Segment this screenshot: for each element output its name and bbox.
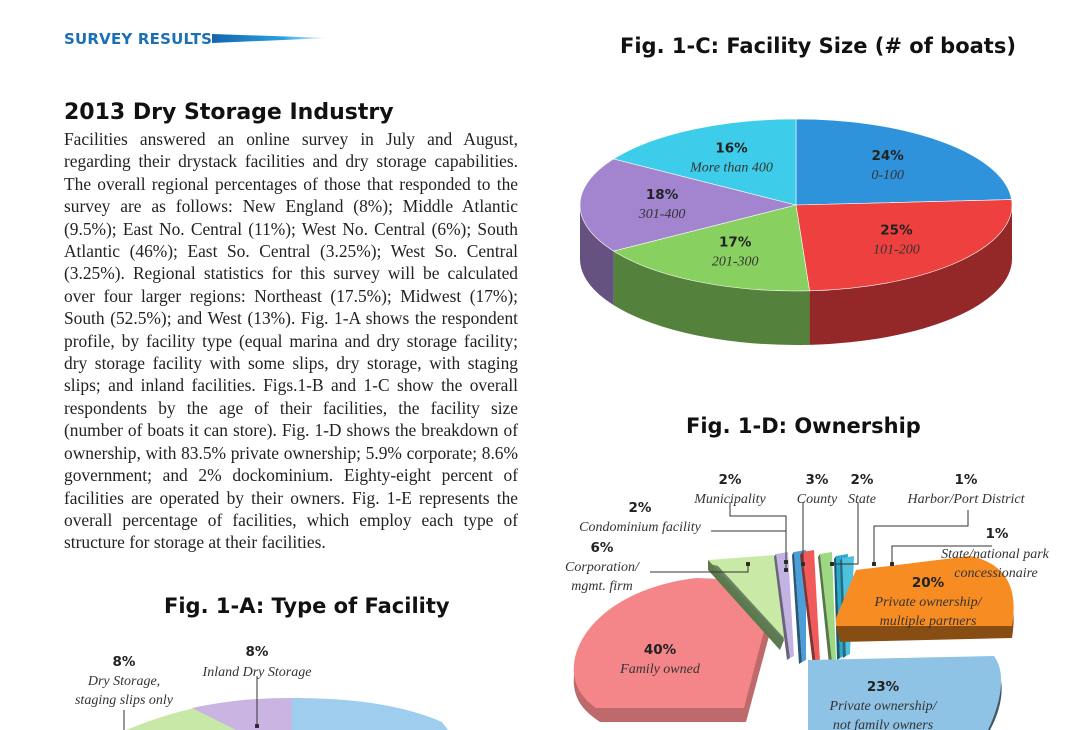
article-title: 2013 Dry Storage Industry bbox=[64, 100, 394, 125]
fig-1d-county-label: County bbox=[797, 492, 838, 507]
fig-1d-slice-condominium-facility bbox=[776, 552, 794, 658]
fig-1a-dry-storage-label-2: staging slips only bbox=[75, 693, 174, 708]
fig-1d-chart: 40% Family owned 23% Private ownership/not … bbox=[565, 472, 1050, 730]
fig-1c-201-300-pct: 17% bbox=[719, 235, 752, 251]
fig-1a-dry-storage-pct: 8% bbox=[113, 654, 136, 670]
fig-1d-slice-private-ownership-multiple-partners bbox=[836, 556, 1014, 626]
fig-1a-inland-dry-storage-label: Inland Dry Storage bbox=[202, 665, 312, 680]
fig-1c-301-400-pct: 18% bbox=[646, 187, 679, 203]
fig-1d-leader-line bbox=[650, 564, 749, 573]
fig-1c-more-than-400-label: More than 400 bbox=[689, 160, 773, 175]
fig-1d-leader-line bbox=[729, 502, 787, 562]
fig-1d-corporation-mgmt-firm-label-2: mgmt. firm bbox=[571, 579, 632, 594]
fig-1d-state-national-park-concessionaire-label-1: State/national park bbox=[941, 547, 1050, 562]
fig-1c-slice-0-100 bbox=[795, 118, 1012, 206]
fig-1a-dry-storage-label-1: Dry Storage, bbox=[87, 674, 160, 689]
fig-1d-state-label: State bbox=[848, 492, 876, 507]
fig-1d-leader-line bbox=[832, 502, 859, 565]
article-body: Facilities answered an online survey in … bbox=[64, 129, 518, 553]
fig-1c-301-400-label: 301-400 bbox=[638, 207, 686, 222]
fig-1c-0-100-pct: 24% bbox=[872, 148, 905, 164]
fig-1d-municipality-label: Municipality bbox=[693, 492, 766, 507]
fig-1d-leader-dot bbox=[801, 562, 805, 566]
fig-1d-slice-state bbox=[820, 552, 836, 662]
section-tag-bar bbox=[212, 34, 330, 43]
fig-1d-condominium-facility-pct: 2% bbox=[629, 500, 652, 516]
fig-1c-title: Fig. 1-C: Facility Size (# of boats) bbox=[620, 34, 1016, 58]
fig-1d-slice-family-owned bbox=[573, 578, 772, 708]
fig-1d-state-national-park-concessionaire-pct: 1% bbox=[986, 526, 1009, 542]
fig-1d-private-ownership-multiple-partners-label-1: Private ownership/ bbox=[874, 595, 983, 610]
fig-1d-state-pct: 2% bbox=[851, 472, 874, 488]
fig-1c-101-200-pct: 25% bbox=[880, 222, 913, 238]
fig-1a-chart: 8% Dry Storage, staging slips only 8% Inland… bbox=[75, 644, 448, 730]
fig-1d-slice-private-ownership-not-family-owners bbox=[808, 656, 1002, 730]
fig-1d-harbor-port-district-pct: 1% bbox=[955, 472, 978, 488]
fig-1c-slice-201-300 bbox=[612, 204, 810, 292]
section-tag: SURVEY RESULTS bbox=[64, 30, 213, 48]
fig-1c-0-100-label: 0-100 bbox=[871, 168, 904, 183]
fig-1d-private-ownership-multiple-partners-pct: 20% bbox=[912, 575, 945, 591]
fig-1d-leader-dot bbox=[830, 562, 834, 566]
fig-1c-more-than-400-pct: 16% bbox=[715, 140, 748, 156]
fig-1d-county-pct: 3% bbox=[806, 472, 829, 488]
fig-1d-private-ownership-not-family-owners-pct: 23% bbox=[867, 679, 900, 695]
fig-1d-leader-line bbox=[873, 510, 969, 564]
fig-1d-harbor-port-district-label: Harbor/Port District bbox=[906, 492, 1025, 507]
fig-1c-101-200-label: 101-200 bbox=[873, 242, 920, 257]
fig-1c-slice-more-than-400 bbox=[612, 118, 797, 206]
fig-1d-corporation-mgmt-firm-label-1: Corporation/ bbox=[565, 560, 640, 575]
fig-1d-leader-dot bbox=[872, 562, 876, 566]
fig-1d-slice-county bbox=[802, 550, 820, 664]
fig-1c-chart: 24% 0-100 25% 101-200 17% 201-300 18% 301-400 16… bbox=[579, 118, 1013, 345]
fig-1c-side-301-400 bbox=[580, 205, 614, 306]
fig-1d-municipality-pct: 2% bbox=[719, 472, 742, 488]
fig-1d-family-owned-label: Family owned bbox=[619, 662, 701, 677]
fig-1d-private-ownership-multiple-partners-label-2: multiple partners bbox=[880, 614, 977, 629]
fig-1d-leader-dot bbox=[784, 560, 788, 564]
fig-1d-leader-line bbox=[891, 545, 992, 564]
fig-1c-201-300-label: 201-300 bbox=[712, 255, 759, 270]
fig-1d-leader-dot bbox=[784, 568, 788, 572]
fig-1c-slice-301-400 bbox=[579, 158, 797, 252]
fig-1c-side-101-200 bbox=[809, 205, 1012, 345]
fig-1d-slice-corporation-mgmt-firm bbox=[708, 554, 788, 640]
fig-1a-slice-inland-dry-storage bbox=[192, 698, 292, 730]
fig-1a-slice-remainder bbox=[292, 698, 448, 730]
fig-1d-corporation-mgmt-firm-pct: 6% bbox=[591, 540, 614, 556]
fig-1d-leader-dot bbox=[746, 562, 750, 566]
fig-1a-leader-dot bbox=[255, 724, 259, 728]
fig-1d-private-ownership-not-family-owners-label-1: Private ownership/ bbox=[829, 699, 938, 714]
fig-1d-private-ownership-not-family-owners-label-2: not family owners bbox=[833, 718, 934, 730]
fig-1d-leader-dot bbox=[890, 562, 894, 566]
fig-1c-slice-101-200 bbox=[795, 199, 1013, 292]
fig-1d-title: Fig. 1-D: Ownership bbox=[686, 414, 921, 438]
fig-1a-title: Fig. 1-A: Type of Facility bbox=[164, 594, 450, 618]
fig-1d-condominium-facility-label: Condominium facility bbox=[579, 520, 702, 535]
fig-1a-inland-dry-storage-pct: 8% bbox=[246, 644, 269, 660]
fig-1d-state-national-park-concessionaire-label-2: concessionaire bbox=[954, 566, 1037, 581]
fig-1d-family-owned-pct: 40% bbox=[644, 642, 677, 658]
fig-1c-side-201-300 bbox=[613, 251, 810, 345]
